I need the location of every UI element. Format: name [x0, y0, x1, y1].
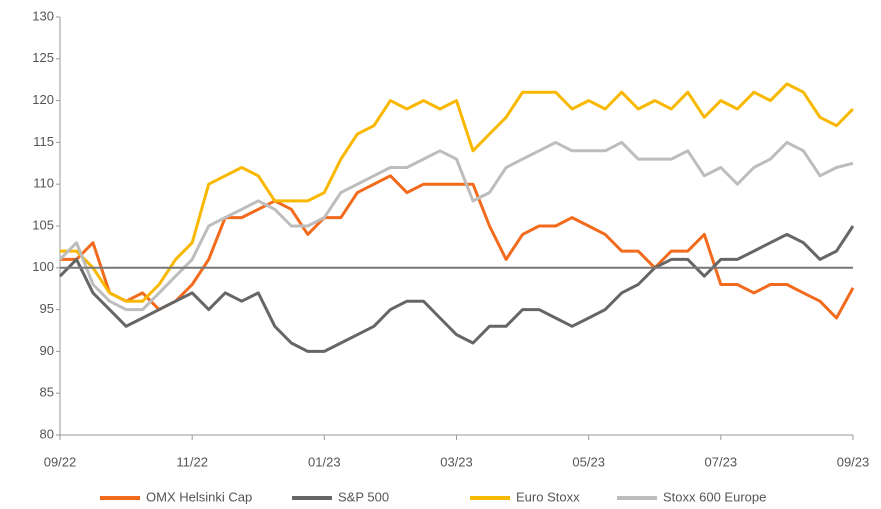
legend-label: Stoxx 600 Europe [663, 489, 766, 504]
legend-label: S&P 500 [338, 489, 389, 504]
legend-label: Euro Stoxx [516, 489, 580, 504]
x-tick-label: 05/23 [572, 454, 605, 469]
y-tick-label: 120 [32, 92, 54, 107]
x-tick-label: 09/23 [837, 454, 870, 469]
y-tick-label: 85 [40, 385, 54, 400]
series-line [58, 140, 854, 312]
series-line [60, 82, 855, 303]
x-tick-label: 07/23 [705, 454, 738, 469]
y-tick-label: 125 [32, 50, 54, 65]
y-tick-label: 105 [32, 217, 54, 232]
series-line [58, 225, 855, 353]
y-tick-label: 100 [32, 259, 54, 274]
y-tick-label: 130 [32, 8, 54, 23]
x-tick-label: 03/23 [440, 454, 473, 469]
x-tick-label: 11/22 [176, 454, 208, 469]
y-tick-label: 90 [40, 343, 54, 358]
y-tick-label: 110 [33, 176, 54, 191]
series-line [60, 174, 855, 320]
x-tick-label: 09/22 [44, 454, 77, 469]
x-tick-label: 01/23 [308, 454, 341, 469]
y-tick-label: 95 [40, 301, 54, 316]
y-tick-label: 115 [33, 134, 54, 149]
legend-label: OMX Helsinki Cap [146, 489, 252, 504]
y-tick-label: 80 [40, 426, 54, 441]
